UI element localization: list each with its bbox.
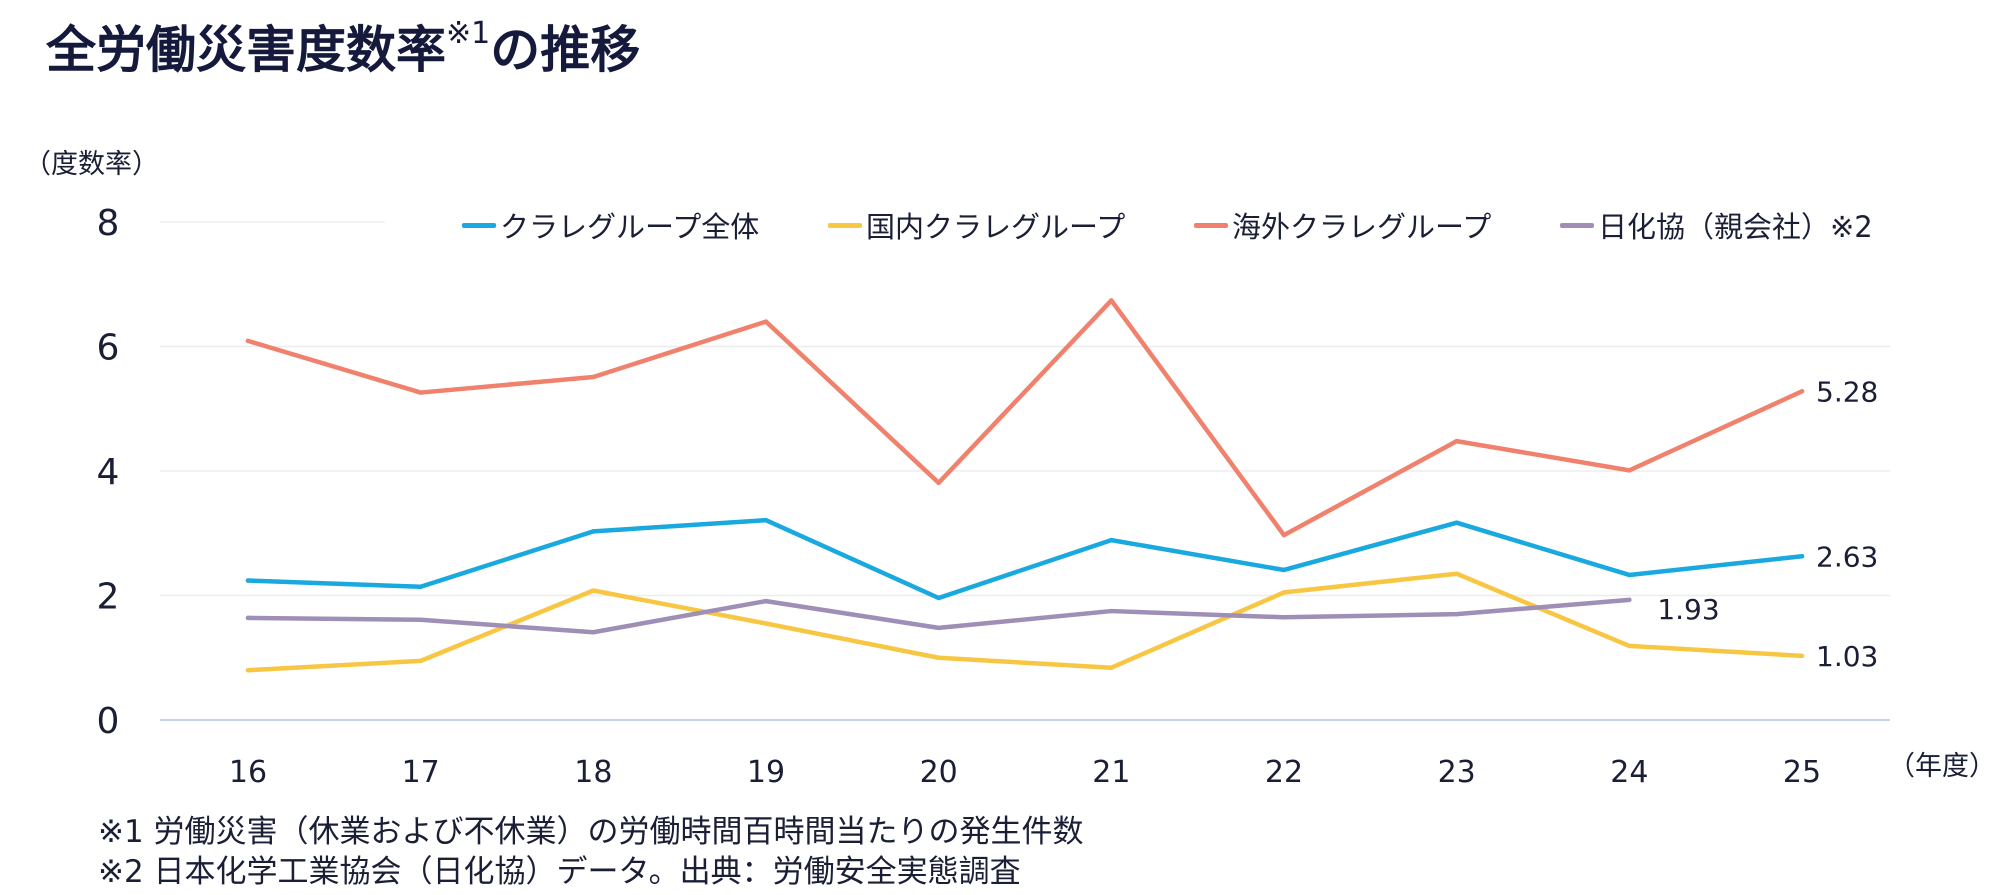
x-tick-label: 16 (229, 755, 267, 790)
data-point (418, 658, 423, 664)
data-point (418, 390, 423, 395)
x-tick-label: 20 (920, 755, 958, 790)
x-tick-label: 22 (1265, 755, 1303, 790)
legend-item-domestic: 国内クラレグループ (828, 204, 1125, 246)
legend-item-overseas: 海外クラレグループ (1194, 204, 1491, 246)
data-point (936, 625, 941, 631)
y-tick-label: 8 (97, 203, 120, 244)
data-point (591, 374, 596, 380)
data-point (1281, 532, 1287, 538)
data-point (1454, 520, 1459, 525)
data-point (418, 617, 423, 622)
data-point (245, 615, 251, 621)
data-point (936, 655, 941, 660)
legend-swatch-kuraray-group (462, 222, 496, 228)
series-line (245, 517, 1805, 601)
data-point (591, 529, 596, 534)
data-point (245, 578, 251, 583)
footnote-1: ※1 労働災害（休業および不休業）の労働時間百時間当たりの発生件数 (98, 814, 1084, 850)
x-tick-label: 21 (1092, 755, 1130, 790)
x-tick-label: 19 (747, 755, 785, 790)
data-point (763, 621, 769, 626)
data-point (1799, 389, 1805, 394)
data-point (245, 668, 251, 673)
legend-swatch-jcia (1560, 222, 1594, 228)
legend-swatch-domestic (828, 222, 862, 228)
x-tick-label: 24 (1610, 755, 1648, 790)
chart-title-footnote-mark: ※1 (446, 16, 491, 51)
data-point (418, 584, 423, 589)
legend-swatch-overseas (1194, 222, 1228, 228)
data-label: 1.93 (1657, 593, 1719, 626)
footnote-2: ※2 日本化学工業協会（日化協）データ。出典：労働安全実態調査 (98, 854, 1021, 890)
data-point (1627, 572, 1632, 578)
data-point (1627, 597, 1632, 603)
data-point (245, 338, 251, 344)
legend-item-jcia: 日化協（親会社）※2 (1560, 204, 1873, 246)
data-point (1454, 438, 1459, 444)
x-axis-unit-label: （年度） (1888, 751, 1996, 782)
legend-label-overseas: 海外クラレグループ (1232, 210, 1492, 244)
y-tick-label: 6 (97, 328, 120, 369)
x-tick-label: 18 (574, 755, 612, 790)
y-tick-label: 2 (97, 577, 120, 618)
data-label: 5.28 (1816, 375, 1878, 408)
data-point (1454, 571, 1459, 576)
y-axis-unit-label: （度数率） (24, 149, 159, 180)
data-point (1109, 537, 1114, 543)
x-tick-label: 25 (1783, 755, 1821, 790)
data-point (1281, 615, 1287, 620)
legend-item-kuraray-group: クラレグループ全体 (462, 204, 759, 246)
data-point (763, 319, 769, 324)
data-point (1799, 653, 1805, 659)
data-point (1109, 665, 1114, 670)
data-point (763, 598, 769, 604)
legend-label-jcia: 日化協（親会社）※2 (1598, 210, 1873, 244)
data-point (591, 630, 596, 635)
x-tick-label: 23 (1438, 755, 1476, 790)
data-point (936, 595, 941, 601)
data-point (591, 588, 596, 593)
data-point (1109, 298, 1114, 303)
data-point (1109, 608, 1114, 614)
data-point (1799, 554, 1805, 559)
data-label: 2.63 (1816, 540, 1878, 573)
legend-label-domestic: 国内クラレグループ (866, 210, 1126, 244)
data-point (936, 480, 941, 486)
y-tick-label: 0 (97, 701, 120, 742)
data-point (1454, 611, 1459, 617)
chart-title-tail: の推移 (490, 21, 641, 79)
y-tick-label: 4 (97, 452, 120, 493)
data-label: 1.03 (1816, 640, 1878, 673)
chart-title: 全労働災害度数率※1の推移 (46, 10, 640, 82)
data-point (1627, 468, 1632, 473)
data-point (1281, 590, 1287, 595)
x-tick-label: 17 (402, 755, 440, 790)
data-point (1281, 567, 1287, 573)
legend-label-kuraray-group: クラレグループ全体 (500, 210, 760, 244)
series-line (245, 298, 1805, 538)
data-point (1627, 643, 1632, 649)
chart-title-main: 全労働災害度数率 (46, 21, 446, 79)
data-point (763, 517, 769, 523)
